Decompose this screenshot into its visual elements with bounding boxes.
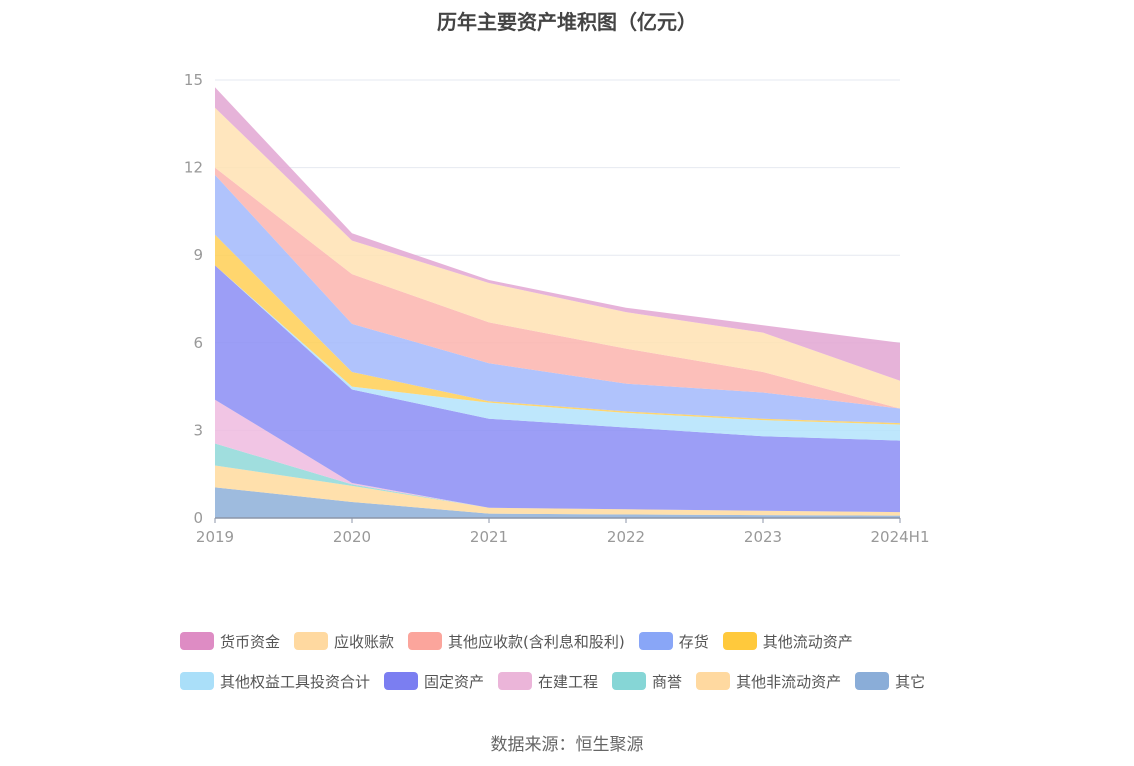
- legend-label: 在建工程: [538, 672, 599, 691]
- x-tick-label: 2019: [196, 528, 234, 546]
- legend-swatch: [722, 632, 757, 650]
- legend-item[interactable]: 应收账款: [294, 631, 394, 652]
- legend-label: 其他非流动资产: [736, 672, 842, 691]
- area-其他非流动资产: [215, 465, 900, 516]
- legend-item[interactable]: 货币资金: [180, 631, 280, 652]
- area-其它: [215, 487, 900, 518]
- legend-swatch: [638, 632, 673, 650]
- legend-item[interactable]: 其他权益工具投资合计: [180, 671, 370, 692]
- legend-item[interactable]: 其他应收款(含利息和股利): [408, 631, 625, 652]
- legend-label: 其他权益工具投资合计: [220, 672, 371, 691]
- source-note: 数据来源：恒生聚源: [490, 735, 644, 755]
- y-tick-label: 6: [193, 334, 203, 352]
- x-tick-label: 2021: [470, 528, 508, 546]
- legend-label: 固定资产: [424, 672, 485, 691]
- area-应收账款: [215, 107, 900, 409]
- legend-row: 货币资金 应收账款 其他应收款(含利息和股利) 存货 其他流动资产: [180, 630, 980, 652]
- legend-item[interactable]: 在建工程: [498, 671, 598, 692]
- legend-label: 其他应收款(含利息和股利): [448, 632, 625, 651]
- axes: 0 3 6 9 12 15 2019 2020 2021 2022 2023 2024H1: [184, 71, 930, 546]
- legend-item[interactable]: 固定资产: [384, 671, 484, 692]
- x-tick-label: 2023: [744, 528, 782, 546]
- legend-swatch: [294, 632, 329, 650]
- legend-label: 商誉: [652, 672, 683, 691]
- area-固定资产: [215, 265, 900, 513]
- area-存货: [215, 174, 900, 424]
- x-tick-label: 2024H1: [871, 528, 930, 546]
- y-tick-label: 3: [193, 421, 203, 439]
- area-其他应收款(含利息和股利): [215, 167, 900, 409]
- legend-swatch: [612, 672, 647, 690]
- area-series: [215, 87, 900, 518]
- stacked-area-chart: 0 3 6 9 12 15 2019 2020 2021 2022 2023 2024H1: [184, 71, 930, 546]
- legend-label: 货币资金: [220, 632, 281, 651]
- chart-title: 历年主要资产堆积图（亿元）: [437, 10, 697, 34]
- area-货币资金: [215, 87, 900, 381]
- legend-label: 应收账款: [334, 632, 395, 651]
- legend-item[interactable]: 其他非流动资产: [696, 671, 841, 692]
- y-tick-label: 12: [184, 159, 203, 177]
- legend: 货币资金 应收账款 其他应收款(含利息和股利) 存货 其他流动资产 其他权益工具投资合计…: [180, 630, 980, 710]
- legend-swatch: [180, 672, 214, 690]
- legend-item[interactable]: 其它: [855, 671, 925, 692]
- legend-label: 存货: [678, 632, 709, 651]
- legend-item[interactable]: 商誉: [612, 671, 682, 692]
- legend-label: 其他流动资产: [762, 632, 853, 651]
- y-tick-label: 0: [193, 509, 203, 527]
- legend-row: 其他权益工具投资合计 固定资产 在建工程 商誉 其他非流动资产 其它: [180, 670, 980, 692]
- legend-item[interactable]: 其他流动资产: [722, 631, 853, 652]
- x-tick-label: 2022: [607, 528, 645, 546]
- legend-swatch: [180, 632, 214, 650]
- legend-swatch: [498, 672, 533, 690]
- y-tick-label: 9: [193, 246, 203, 264]
- legend-swatch: [696, 672, 731, 690]
- legend-label: 其它: [895, 672, 926, 691]
- x-tick-label: 2020: [333, 528, 371, 546]
- area-其他权益工具投资合计: [215, 265, 900, 441]
- legend-swatch: [408, 632, 443, 650]
- legend-swatch: [384, 672, 419, 690]
- y-tick-label: 15: [184, 71, 203, 89]
- legend-item[interactable]: 存货: [638, 631, 709, 652]
- legend-swatch: [855, 672, 890, 690]
